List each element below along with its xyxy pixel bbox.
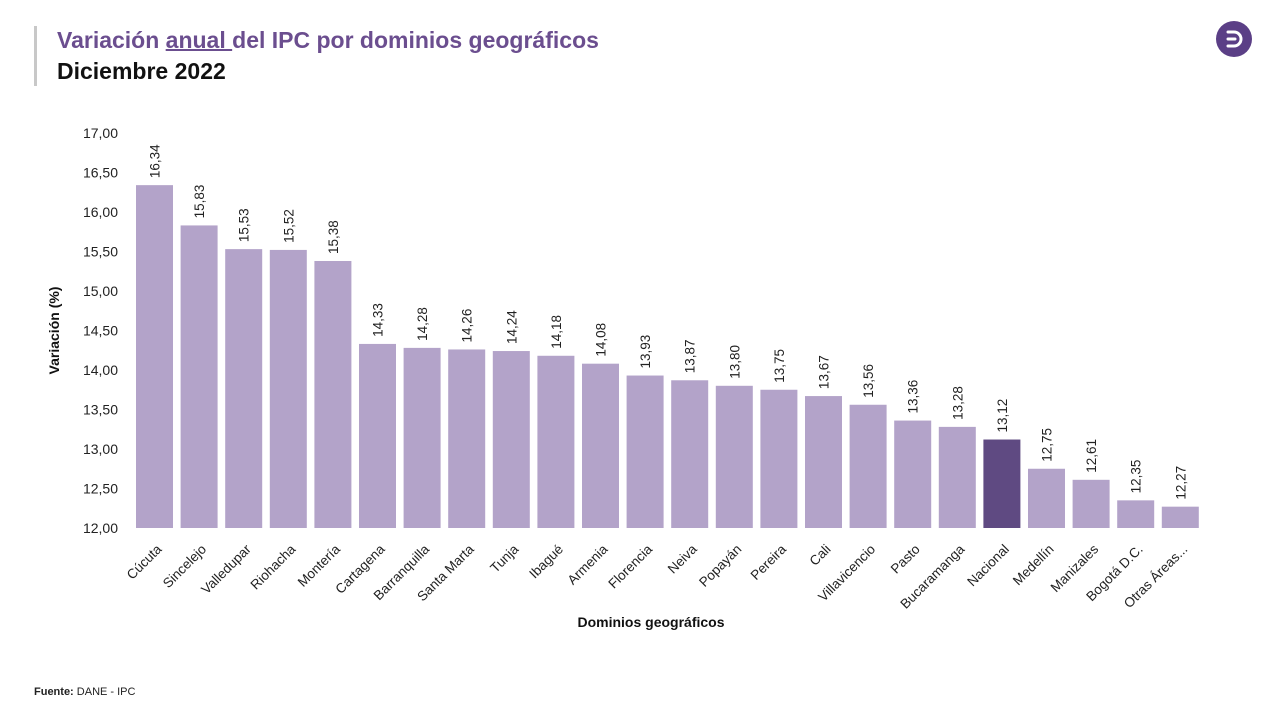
bar [448, 349, 486, 528]
y-tick-label: 12,00 [83, 520, 118, 536]
bar-value-label: 13,87 [683, 339, 698, 373]
x-tick-label: Pereira [748, 541, 790, 583]
bar [760, 389, 798, 528]
bar-value-label: 12,75 [1040, 428, 1055, 462]
bar-value-label: 13,67 [817, 355, 832, 389]
bar [938, 426, 976, 528]
bar-value-label: 13,80 [727, 345, 742, 379]
x-tick-label: Popayán [696, 542, 744, 590]
bar [1161, 506, 1199, 528]
bar [626, 375, 664, 528]
bar [715, 385, 753, 528]
bar [805, 396, 842, 528]
y-tick-label: 15,50 [83, 244, 118, 260]
x-tick-label: Cúcuta [124, 541, 165, 582]
bar-value-label: 12,35 [1129, 460, 1144, 494]
dane-logo-icon [1216, 21, 1252, 57]
y-tick-label: 15,00 [83, 283, 118, 299]
bar-chart: 12,00 12,50 13,00 13,50 14,00 14,50 15,00 15,50… [46, 125, 1199, 630]
y-tick-label: 12,50 [83, 481, 118, 497]
x-tick-label: Neiva [665, 541, 700, 576]
x-tick-label: Riohacha [247, 541, 298, 592]
bar-value-label: 13,36 [906, 380, 921, 414]
title-part-2: del IPC por dominios geográficos [232, 27, 599, 53]
bar [1072, 479, 1110, 528]
bar [403, 347, 441, 528]
bar-value-label: 12,27 [1173, 466, 1188, 500]
source-note: Fuente: DANE - IPC [34, 686, 135, 698]
bar [894, 420, 932, 528]
x-tick-label: Cali [807, 542, 834, 569]
bar [180, 225, 218, 528]
bar-value-label: 13,12 [995, 399, 1010, 433]
bar-value-label: 12,61 [1084, 439, 1099, 473]
bar [671, 380, 709, 528]
x-tick-label: Pasto [888, 542, 923, 577]
bar-value-label: 14,18 [549, 315, 564, 349]
bar-value-label: 13,75 [772, 349, 787, 383]
y-tick-label: 14,00 [83, 362, 118, 378]
bar [136, 185, 173, 528]
bar-value-label: 15,38 [326, 220, 341, 254]
bar-value-label: 13,28 [950, 386, 965, 420]
bar [225, 249, 263, 528]
y-tick-label: 16,50 [83, 165, 118, 181]
bar [1028, 468, 1065, 528]
y-axis-label: Variación (%) [46, 287, 62, 375]
title-accent-bar [34, 26, 37, 86]
x-tick-label: Tunja [487, 541, 521, 575]
bar-value-label: 16,34 [148, 144, 163, 178]
bar [269, 249, 307, 529]
x-tick-label: Armenia [564, 541, 611, 588]
bar-value-label: 14,33 [371, 303, 386, 337]
chart-title: Variación anual del IPC por dominios geo… [57, 27, 599, 54]
title-part-1: Variación [57, 27, 166, 53]
bar-value-label: 13,93 [638, 335, 653, 369]
x-tick-label: Florencia [605, 541, 655, 591]
bar [849, 404, 887, 528]
bar [983, 439, 1021, 528]
source-label: Fuente: [34, 686, 74, 698]
x-tick-label: Valledupar [198, 541, 254, 597]
bar [537, 355, 575, 528]
bar [314, 260, 352, 528]
source-text: DANE - IPC [73, 686, 136, 698]
bar-value-label: 15,83 [192, 185, 207, 219]
bar [1117, 500, 1155, 528]
y-tick-label: 14,50 [83, 323, 118, 339]
x-axis-label: Dominios geográficos [577, 614, 724, 630]
bar-value-label: 15,53 [237, 208, 252, 242]
y-tick-label: 13,00 [83, 441, 118, 457]
bar [582, 363, 619, 528]
x-tick-label: Ibagué [526, 542, 566, 582]
title-underlined-word: anual [165, 27, 233, 53]
y-tick-label: 16,00 [83, 204, 118, 220]
bar-value-label: 15,52 [281, 209, 296, 243]
bar-value-label: 14,28 [415, 307, 430, 341]
bar-value-label: 14,26 [460, 309, 475, 343]
x-tick-label: Nacional [964, 542, 1012, 590]
y-tick-label: 13,50 [83, 402, 118, 418]
bar-value-label: 13,56 [861, 364, 876, 398]
chart-subtitle: Diciembre 2022 [57, 58, 226, 84]
y-tick-label: 17,00 [83, 125, 118, 141]
bar [492, 351, 530, 528]
bar-value-label: 14,08 [594, 323, 609, 357]
bar [359, 343, 396, 528]
bar-value-label: 14,24 [504, 310, 519, 344]
